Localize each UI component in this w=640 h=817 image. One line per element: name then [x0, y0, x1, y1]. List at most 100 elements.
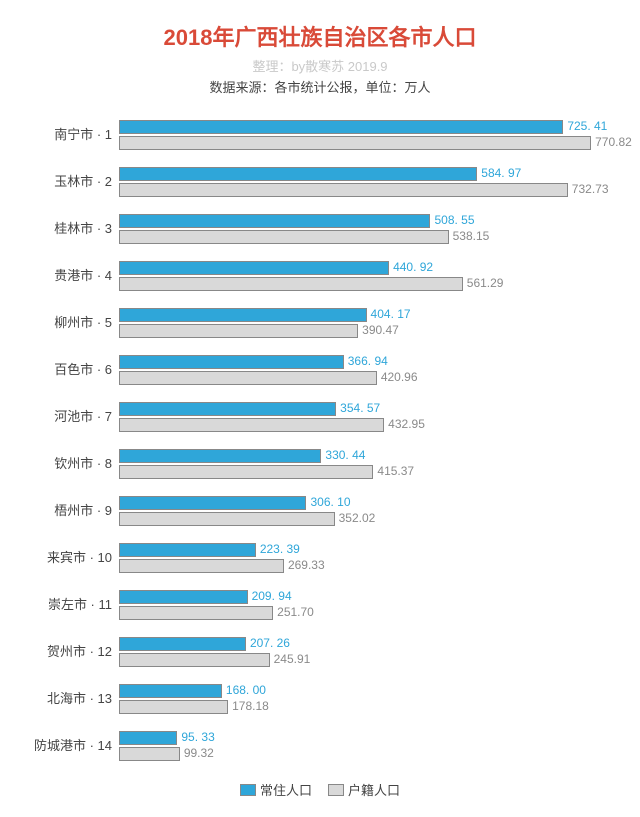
- bar-series-1: [119, 590, 248, 604]
- bar-series-2: [119, 277, 463, 291]
- value-label-series-1: 207. 26: [250, 636, 290, 650]
- value-label-series-1: 209. 94: [252, 589, 292, 603]
- value-label-series-2: 420.96: [381, 370, 418, 384]
- city-label: 来宾市 · 10: [26, 533, 118, 580]
- bar-group: 95. 33 99.32: [118, 721, 616, 768]
- value-label-series-2: 732.73: [572, 182, 609, 196]
- legend-item-series-2: 户籍人口: [328, 780, 400, 799]
- bar-row: 崇左市 · 11209. 94251.70: [26, 580, 616, 627]
- value-label-series-1: 330. 44: [325, 448, 365, 462]
- city-label: 贵港市 · 4: [26, 251, 118, 298]
- bar-series-1: [119, 167, 477, 181]
- bar-series-1: [119, 355, 344, 369]
- value-label-series-2: 432.95: [388, 417, 425, 431]
- value-label-series-1: 404. 17: [371, 307, 411, 321]
- bar-series-1: [119, 543, 256, 557]
- chart-credit: 整理：by散寒苏 2019.9: [24, 56, 616, 75]
- legend-swatch-1: [240, 784, 256, 796]
- bar-series-2: [119, 747, 180, 761]
- value-label-series-1: 366. 94: [348, 354, 388, 368]
- bar-row: 河池市 · 7 354. 57 432.95: [26, 392, 616, 439]
- bar-group: 725. 41770.82: [118, 110, 616, 157]
- value-label-series-2: 352.02: [339, 511, 376, 525]
- chart-subtitle: 数据来源：各市统计公报，单位：万人: [24, 77, 616, 96]
- bar-series-1: [119, 120, 563, 134]
- city-label: 玉林市 · 2: [26, 157, 118, 204]
- bar-series-2: [119, 512, 335, 526]
- bar-group: 508. 55538.15: [118, 204, 616, 251]
- city-label: 钦州市 · 8: [26, 439, 118, 486]
- bar-group: 330. 44 415.37: [118, 439, 616, 486]
- bar-group: 366. 94 420.96: [118, 345, 616, 392]
- bar-series-2: [119, 324, 358, 338]
- bar-row: 防城港市 · 14 95. 33 99.32: [26, 721, 616, 768]
- city-label: 贺州市 · 12: [26, 627, 118, 674]
- value-label-series-1: 440. 92: [393, 260, 433, 274]
- city-label: 河池市 · 7: [26, 392, 118, 439]
- value-label-series-1: 725. 41: [567, 119, 607, 133]
- city-label: 柳州市 · 5: [26, 298, 118, 345]
- value-label-series-2: 269.33: [288, 558, 325, 572]
- bar-group: 404. 17 390.47: [118, 298, 616, 345]
- bar-series-2: [119, 136, 591, 150]
- bar-series-1: [119, 261, 389, 275]
- value-label-series-2: 561.29: [467, 276, 504, 290]
- bar-series-1: [119, 684, 222, 698]
- bar-row: 钦州市 · 8 330. 44 415.37: [26, 439, 616, 486]
- bar-row: 玉林市 · 2 584. 97 732.73: [26, 157, 616, 204]
- bar-series-1: [119, 731, 177, 745]
- bar-series-2: [119, 606, 273, 620]
- bar-series-1: [119, 449, 321, 463]
- bar-series-1: [119, 402, 336, 416]
- bar-series-1: [119, 214, 430, 228]
- bar-group: 209. 94251.70: [118, 580, 616, 627]
- city-label: 北海市 · 13: [26, 674, 118, 721]
- value-label-series-2: 99.32: [184, 746, 214, 760]
- bar-group: 207. 26 245.91: [118, 627, 616, 674]
- bar-series-1: [119, 637, 246, 651]
- bar-series-2: [119, 653, 270, 667]
- bar-row: 桂林市 · 3508. 55538.15: [26, 204, 616, 251]
- legend-label-2: 户籍人口: [348, 780, 400, 799]
- value-label-series-2: 415.37: [377, 464, 414, 478]
- value-label-series-2: 770.82: [595, 135, 632, 149]
- city-label: 崇左市 · 11: [26, 580, 118, 627]
- bar-series-2: [119, 371, 377, 385]
- city-label: 防城港市 · 14: [26, 721, 118, 768]
- plot-area: 南宁市 · 1725. 41770.82玉林市 · 2 584. 97 732.73…: [26, 110, 616, 770]
- bar-series-2: [119, 418, 384, 432]
- bar-row: 贵港市 · 4 440. 92 561.29: [26, 251, 616, 298]
- city-label: 梧州市 · 9: [26, 486, 118, 533]
- bar-row: 百色市 · 6366. 94420.96: [26, 345, 616, 392]
- bar-series-1: [119, 308, 367, 322]
- bar-series-2: [119, 183, 568, 197]
- bar-group: 306. 10 352.02: [118, 486, 616, 533]
- value-label-series-2: 245.91: [274, 652, 311, 666]
- city-label: 南宁市 · 1: [26, 110, 118, 157]
- value-label-series-1: 168. 00: [226, 683, 266, 697]
- city-label: 桂林市 · 3: [26, 204, 118, 251]
- bar-series-2: [119, 230, 449, 244]
- bar-row: 梧州市 · 9 306. 10 352.02: [26, 486, 616, 533]
- value-label-series-1: 584. 97: [481, 166, 521, 180]
- value-label-series-1: 354. 57: [340, 401, 380, 415]
- bar-series-1: [119, 496, 306, 510]
- value-label-series-1: 95. 33: [181, 730, 214, 744]
- bar-series-2: [119, 559, 284, 573]
- bar-group: 354. 57 432.95: [118, 392, 616, 439]
- value-label-series-1: 508. 55: [434, 213, 474, 227]
- bar-row: 南宁市 · 1725. 41770.82: [26, 110, 616, 157]
- bar-row: 柳州市 · 5 404. 17 390.47: [26, 298, 616, 345]
- value-label-series-1: 223. 39: [260, 542, 300, 556]
- bar-group: 223. 39 269.33: [118, 533, 616, 580]
- value-label-series-2: 178.18: [232, 699, 269, 713]
- bar-row: 北海市 · 13 168. 00 178.18: [26, 674, 616, 721]
- bar-group: 584. 97 732.73: [118, 157, 616, 204]
- bar-row: 贺州市 · 12 207. 26 245.91: [26, 627, 616, 674]
- chart-container: 2018年广西壮族自治区各市人口 整理：by散寒苏 2019.9 数据来源：各市…: [0, 0, 640, 817]
- value-label-series-2: 390.47: [362, 323, 399, 337]
- value-label-series-1: 306. 10: [310, 495, 350, 509]
- bar-series-2: [119, 465, 373, 479]
- bar-row: 来宾市 · 10 223. 39 269.33: [26, 533, 616, 580]
- bar-series-2: [119, 700, 228, 714]
